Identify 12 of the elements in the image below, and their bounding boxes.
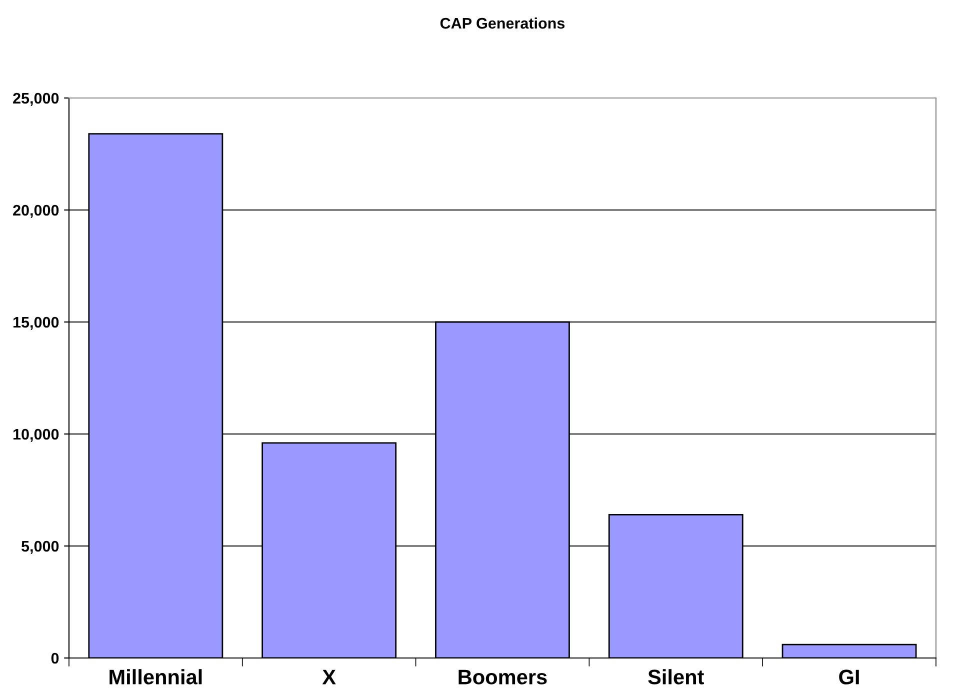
y-tick-label: 5,000 (21, 540, 59, 554)
y-tick-label: 15,000 (13, 316, 59, 330)
y-tick-label: 25,000 (13, 92, 59, 106)
y-tick-label: 10,000 (13, 428, 59, 442)
x-tick-label: Silent (648, 669, 704, 684)
y-tick-label: 20,000 (13, 204, 59, 218)
x-tick-label: X (322, 670, 336, 684)
x-tick-label: GI (839, 670, 859, 684)
x-tick-label: Boomers (458, 670, 547, 684)
x-tick-label: Millennial (110, 669, 202, 684)
chart-title: CAP Generations (440, 17, 565, 29)
y-tick-label: 0 (51, 652, 59, 664)
